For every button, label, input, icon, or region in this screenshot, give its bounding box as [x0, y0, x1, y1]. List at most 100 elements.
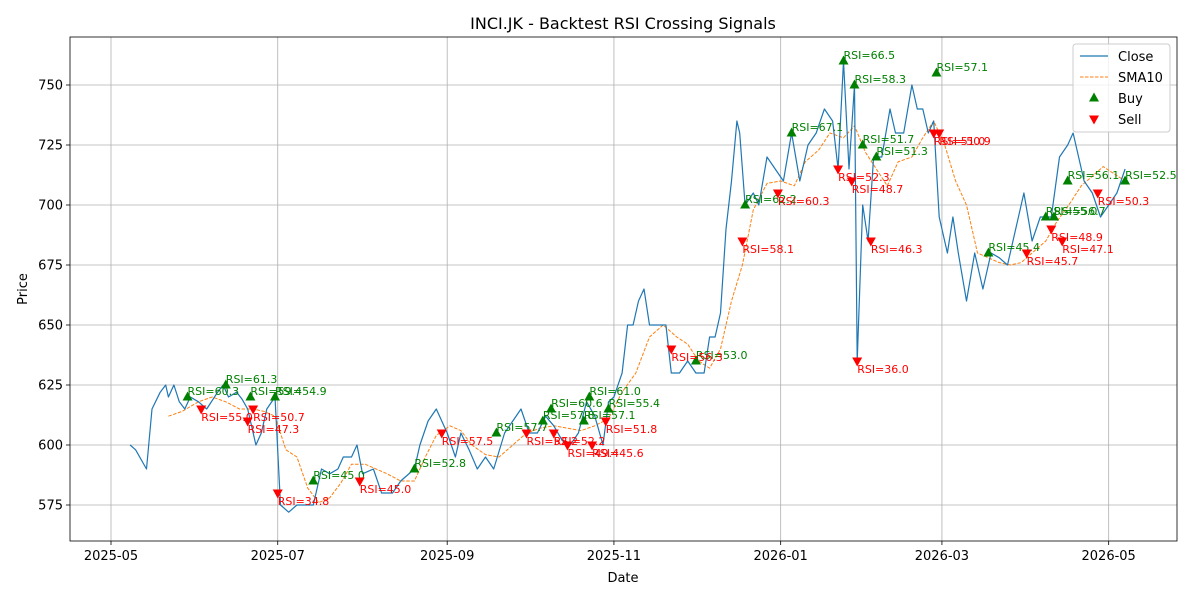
x-tick-label: 2025-09: [420, 549, 474, 564]
x-tick-label: 2025-11: [587, 549, 641, 564]
buy-marker: [584, 391, 595, 401]
buy-marker: [931, 67, 942, 77]
buy-marker: [983, 247, 994, 257]
sell-marker: [1092, 189, 1103, 199]
sell-marker: [248, 405, 259, 415]
sell-signal-label: RSI=34.8: [278, 495, 330, 508]
buy-marker: [409, 463, 420, 473]
sell-marker: [1057, 237, 1068, 247]
legend-buy-label: Buy: [1118, 92, 1143, 107]
close-layer: [129, 60, 1126, 513]
legend-box: [1072, 43, 1171, 133]
sell-marker: [865, 237, 876, 247]
signal-layer: RSI=60.3RSI=61.3RSI=59.4RSI=54.9RSI=45.0…: [182, 49, 1177, 508]
buy-marker: [220, 379, 231, 389]
y-tick-label: 750: [38, 79, 63, 94]
legend-sell-label: Sell: [1118, 113, 1141, 128]
sell-marker: [272, 489, 283, 499]
sell-marker: [196, 405, 207, 415]
sell-signal-label: RSI=47.1: [1062, 243, 1114, 256]
buy-signal-label: RSI=45.4: [988, 241, 1040, 254]
x-tick-label: 2025-05: [84, 549, 138, 564]
sell-signal-label: RSI=50.7: [253, 411, 305, 424]
buy-marker: [491, 427, 502, 437]
buy-marker: [603, 403, 614, 413]
sell-marker: [934, 129, 945, 139]
legend: Close SMA10 Buy Sell: [1072, 43, 1171, 133]
sell-marker: [846, 177, 857, 187]
buy-marker: [1120, 175, 1131, 185]
x-tick-label: 2026-01: [754, 549, 808, 564]
sma10-line: [168, 119, 1126, 504]
buy-marker: [1040, 211, 1051, 221]
plot-frame: [69, 36, 1178, 542]
sell-signal-label: RSI=58.1: [742, 243, 794, 256]
buy-marker: [308, 475, 319, 485]
buy-signal-label: RSI=56.7: [1054, 205, 1106, 218]
sell-signal-label: RSI=36.0: [857, 363, 909, 376]
x-tick-label: 2026-05: [1082, 549, 1136, 564]
buy-marker: [182, 391, 193, 401]
sell-marker: [852, 357, 863, 367]
buy-marker: [740, 199, 751, 209]
buy-marker: [871, 151, 882, 161]
legend-sma10-label: SMA10: [1118, 71, 1163, 86]
y-tick-label: 600: [38, 439, 63, 454]
buy-signal-label: RSI=62.2: [745, 193, 797, 206]
sell-marker: [666, 345, 677, 355]
sell-marker: [600, 417, 611, 427]
sell-signal-label: RSI=51.8: [606, 423, 658, 436]
buy-signal-label: RSI=59.4: [250, 385, 302, 398]
sell-marker: [354, 477, 365, 487]
buy-marker: [245, 391, 256, 401]
legend-sell-swatch: [1089, 115, 1099, 125]
buy-signal-label: RSI=57.1: [584, 409, 636, 422]
buy-marker: [838, 55, 849, 65]
y-axis-label: Price: [16, 273, 31, 305]
sell-signal-label: RSI=60.3: [778, 195, 830, 208]
buy-signal-label: RSI=67.1: [792, 121, 844, 134]
sell-marker: [548, 429, 559, 439]
y-tick-label: 650: [38, 319, 63, 334]
tick-layer: 2025-05 2025-07 2025-09 2025-11 2026-01 2026-…: [38, 79, 1136, 565]
buy-marker: [270, 391, 280, 401]
buy-signal-label: RSI=60.3: [188, 385, 240, 398]
grid-layer: [70, 37, 1177, 541]
sell-signal-label: RSI=49.4: [567, 447, 619, 460]
sell-marker: [587, 441, 598, 451]
sell-signal-label: RSI=56.3: [671, 351, 723, 364]
close-line: [129, 60, 1126, 513]
sell-marker: [833, 165, 844, 175]
y-tick-label: 625: [38, 379, 63, 394]
x-tick-label: 2026-03: [915, 549, 969, 564]
buy-marker: [690, 355, 701, 365]
buy-signal-label: RSI=57.7: [496, 421, 548, 434]
x-axis-label: Date: [607, 571, 638, 586]
buy-signal-label: RSI=61.0: [589, 385, 641, 398]
sell-signal-label: RSI=50.9: [939, 135, 991, 148]
buy-signal-label: RSI=52.5: [1125, 169, 1177, 182]
buy-signal-label: RSI=52.8: [414, 457, 466, 470]
buy-signal-label: RSI=51.3: [876, 145, 928, 158]
buy-signal-label: RSI=56.1: [1068, 169, 1120, 182]
sma-layer: [168, 119, 1126, 504]
sell-marker: [1046, 225, 1057, 235]
buy-signal-label: RSI=61.3: [226, 373, 278, 386]
sell-marker: [772, 189, 783, 199]
chart-title: INCI.JK - Backtest RSI Crossing Signals: [470, 14, 776, 33]
sell-marker: [242, 417, 253, 427]
sell-marker: [436, 429, 447, 439]
buy-marker: [1049, 211, 1059, 221]
legend-close-label: Close: [1118, 50, 1153, 65]
y-tick-label: 725: [38, 139, 63, 154]
buy-signal-label: RSI=66.5: [844, 49, 896, 62]
sell-marker: [562, 441, 573, 451]
buy-signal-label: RSI=55.0: [1046, 205, 1098, 218]
buy-marker: [786, 127, 797, 137]
buy-signal-label: RSI=58.3: [854, 73, 906, 86]
buy-signal-label: RSI=53.0: [696, 349, 748, 362]
buy-signal-label: RSI=45.0: [313, 469, 365, 482]
